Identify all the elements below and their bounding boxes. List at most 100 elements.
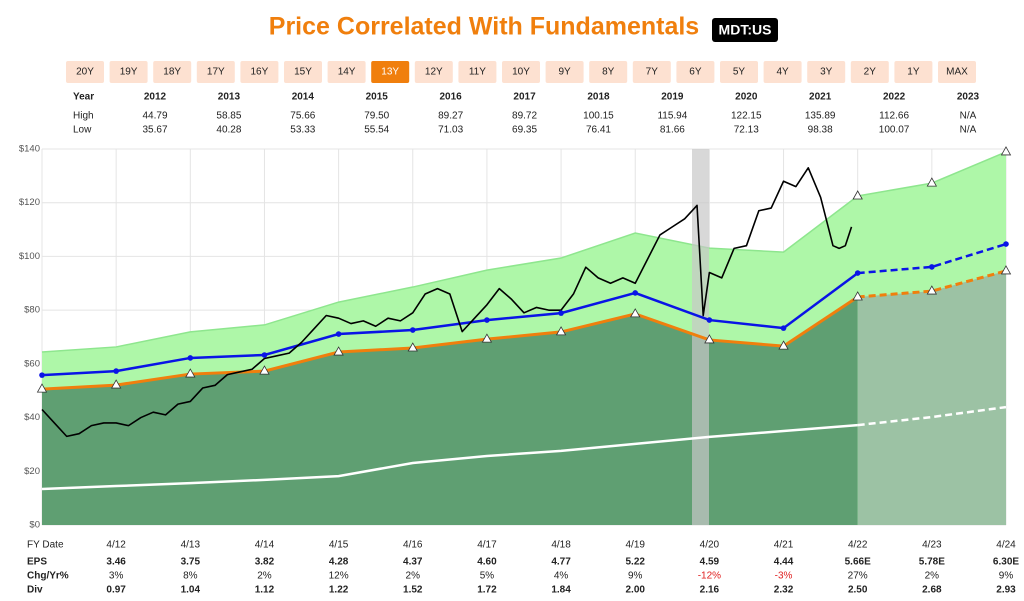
- year: 2020: [735, 92, 758, 103]
- x-tick-label: 4/20: [700, 540, 720, 551]
- range-button[interactable]: [109, 61, 148, 83]
- cell: 100.15: [583, 111, 614, 122]
- y-tick-label: $80: [24, 305, 40, 316]
- year: 2012: [144, 92, 167, 103]
- marker: [484, 317, 490, 323]
- range-button-label[interactable]: 20Y: [76, 67, 94, 78]
- cell: 2%: [925, 571, 940, 582]
- range-button-label[interactable]: 8Y: [602, 67, 615, 78]
- range-button[interactable]: [632, 61, 671, 83]
- x-tick-label: 4/13: [181, 540, 201, 551]
- price-line: [41, 167, 853, 438]
- series-line: [41, 272, 859, 377]
- cell: 2.16: [700, 585, 720, 596]
- cell: 89.72: [512, 111, 537, 122]
- marker: [187, 355, 194, 361]
- cell: 9%: [999, 571, 1014, 582]
- marker: [780, 325, 787, 331]
- series-line-estimate: [857, 242, 1007, 275]
- ticker-box: [712, 18, 778, 42]
- cell: 81.66: [660, 125, 685, 136]
- range-button[interactable]: [284, 61, 322, 83]
- year: 2013: [218, 92, 241, 103]
- range-button-label[interactable]: 13Y: [381, 67, 399, 78]
- range-button[interactable]: [807, 61, 846, 83]
- marker: [1003, 241, 1009, 247]
- range-button-label[interactable]: 5Y: [733, 67, 746, 78]
- cell: 122.15: [731, 111, 762, 122]
- range-button-label[interactable]: 16Y: [251, 67, 269, 78]
- range-button[interactable]: [371, 61, 410, 83]
- cell: -12%: [698, 571, 721, 582]
- range-button-label[interactable]: 3Y: [820, 67, 833, 78]
- year: 2015: [366, 92, 389, 103]
- marker: [261, 352, 268, 358]
- cell: 3.46: [106, 557, 126, 568]
- cell: 1.22: [329, 585, 349, 596]
- cell: 89.27: [438, 111, 463, 122]
- marker: [852, 291, 863, 301]
- range-button-label[interactable]: 11Y: [469, 67, 486, 78]
- range-button[interactable]: [327, 61, 366, 83]
- fundamentals-table: FY Date 4/12 4/13 4/14 4/15 4/16 4/17 4/18 4/19 4…: [27, 540, 1019, 596]
- range-button-label[interactable]: 17Y: [207, 67, 225, 78]
- range-button-label[interactable]: 18Y: [163, 67, 181, 78]
- range-button-label[interactable]: 4Y: [776, 67, 789, 78]
- range-button[interactable]: [938, 61, 976, 83]
- y-tick-label: $140: [19, 144, 40, 155]
- range-button[interactable]: [66, 61, 104, 83]
- y-tick-label: $100: [19, 251, 40, 262]
- row-label: High: [73, 111, 94, 122]
- range-button[interactable]: [240, 61, 279, 83]
- series-line: [41, 423, 858, 491]
- range-button-label[interactable]: MAX: [946, 67, 968, 78]
- range-button[interactable]: [676, 61, 715, 83]
- range-button-label[interactable]: 15Y: [294, 67, 312, 78]
- range-button-label[interactable]: 2Y: [864, 67, 877, 78]
- cell: 55.54: [364, 125, 389, 136]
- ticker: MDT:US: [719, 22, 772, 38]
- range-button-label[interactable]: 7Y: [646, 67, 659, 78]
- marker: [926, 285, 938, 295]
- cell: 115.94: [657, 111, 687, 122]
- cell: 5%: [480, 571, 495, 582]
- header-area: 20Y 19Y 18Y 17Y 16Y 15Y 14Y 13Y 12Y 11Y 10Y 9Y 8Y 7Y 6…: [66, 61, 980, 136]
- year: 2023: [957, 92, 980, 103]
- year: 2017: [513, 92, 536, 103]
- range-button-label[interactable]: 9Y: [558, 67, 571, 78]
- x-tick-label: 4/22: [848, 540, 868, 551]
- x-tick-label: 4/18: [551, 540, 571, 551]
- cell: 58.85: [216, 111, 241, 122]
- range-button-label[interactable]: 19Y: [120, 67, 138, 78]
- range-button-label[interactable]: 12Y: [425, 67, 443, 78]
- marker: [481, 333, 493, 343]
- range-button[interactable]: [153, 61, 192, 83]
- cell: 4.60: [477, 557, 497, 568]
- range-button[interactable]: [720, 61, 758, 83]
- range-button[interactable]: [502, 61, 540, 83]
- range-button[interactable]: [458, 61, 497, 83]
- valuation-line: [41, 151, 1007, 353]
- range-button[interactable]: [414, 61, 453, 83]
- cell: 6.30E: [993, 557, 1019, 568]
- range-button[interactable]: [763, 61, 802, 83]
- year: 2022: [883, 92, 906, 103]
- range-button[interactable]: [894, 61, 933, 83]
- cell: 2%: [406, 571, 421, 582]
- range-button[interactable]: [850, 61, 889, 83]
- range-button-label[interactable]: 6Y: [689, 67, 702, 78]
- range-button[interactable]: [589, 61, 628, 83]
- year: 2021: [809, 92, 832, 103]
- range-button[interactable]: [545, 61, 584, 83]
- year: 2016: [440, 92, 463, 103]
- range-button[interactable]: [196, 61, 235, 83]
- areas: [41, 151, 1007, 525]
- cell: 76.41: [586, 125, 611, 136]
- range-button-label[interactable]: 14Y: [338, 67, 356, 78]
- marker: [558, 310, 564, 316]
- cell: 40.28: [216, 125, 241, 136]
- cell: -3%: [775, 571, 793, 582]
- range-button-label[interactable]: 1Y: [907, 67, 920, 78]
- series-line-estimate: [857, 269, 1007, 299]
- range-button-label[interactable]: 10Y: [512, 67, 530, 78]
